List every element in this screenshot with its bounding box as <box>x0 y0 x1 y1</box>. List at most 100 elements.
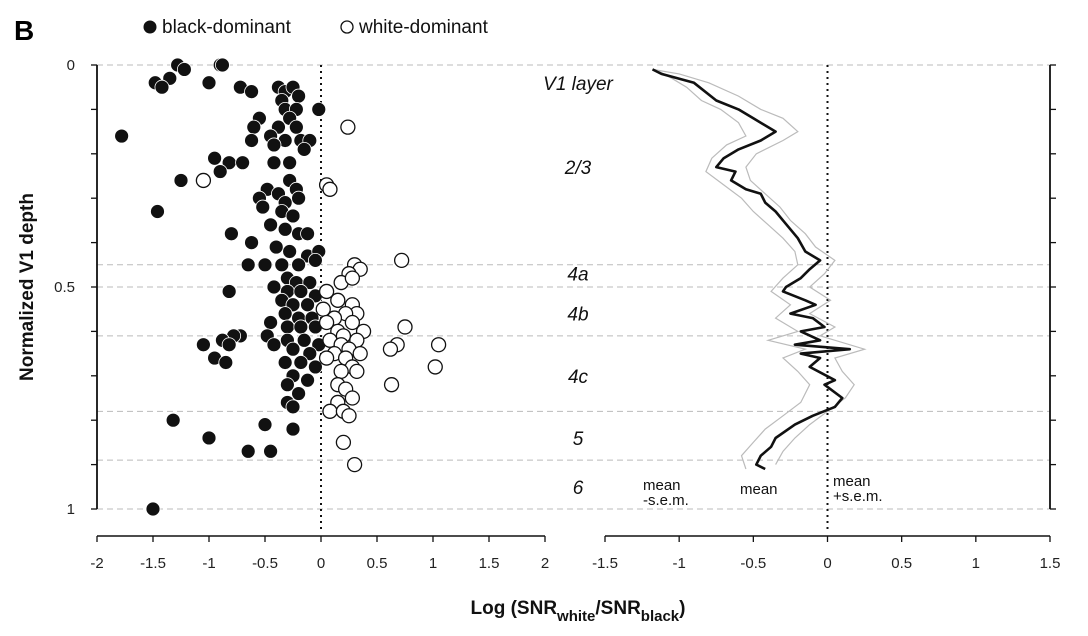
white-dominant-point <box>430 337 447 353</box>
black-dominant-point <box>291 190 307 206</box>
white-dominant-point <box>349 363 365 380</box>
x-axis-title-mid: /SNR <box>595 598 641 619</box>
x-tick-label: -0.5 <box>252 555 278 572</box>
white-dominant-point <box>344 390 361 406</box>
black-dominant-point <box>263 443 279 459</box>
panel-label: B <box>14 15 34 46</box>
x-tick-label: 0 <box>317 555 325 572</box>
black-dominant-point <box>266 279 282 295</box>
sem-lower-line <box>655 68 811 470</box>
black-dominant-point <box>195 337 211 353</box>
black-dominant-point <box>201 75 217 91</box>
black-dominant-point <box>240 443 256 459</box>
axes: 0 0.5 1 -2 -1.5 -1 -0.5 0 0.5 1 1.5 2 -1.5 -1 -0.5 0 0.5… <box>54 57 1060 572</box>
black-dominant-point <box>221 337 237 353</box>
line-annotation: mean <box>740 481 778 498</box>
legend-white-label: white-dominant <box>358 17 489 38</box>
white-dominant-point <box>393 252 410 269</box>
black-dominant-point <box>291 88 307 104</box>
white-dominant-point <box>330 292 346 308</box>
black-dominant-point <box>285 208 301 224</box>
white-dominant-point <box>333 363 349 380</box>
white-dominant-point <box>383 377 400 393</box>
white-dominant-point <box>352 345 368 362</box>
black-dominant-point <box>246 119 262 135</box>
black-dominant-point <box>307 359 323 375</box>
white-dominant-point <box>335 434 352 451</box>
y-tick-label: 0.5 <box>54 279 75 296</box>
black-dominant-point <box>215 57 230 73</box>
black-dominant-point <box>244 235 259 251</box>
black-dominant-point <box>311 102 327 117</box>
layer-label: 5 <box>573 429 584 450</box>
x-axis-title-post: ) <box>679 598 685 619</box>
white-dominant-point <box>341 408 357 424</box>
black-dominant-point <box>201 430 217 446</box>
black-dominant-point <box>302 346 318 362</box>
black-dominant-point <box>218 355 234 370</box>
black-dominant-point <box>307 252 323 268</box>
black-dominant-point <box>268 239 284 255</box>
black-dominant-point <box>221 284 237 299</box>
x-tick-label: 0.5 <box>891 555 912 572</box>
black-dominant-point <box>266 155 282 171</box>
legend-black-marker <box>143 20 157 34</box>
y-tick-label: 1 <box>67 501 75 518</box>
black-dominant-point <box>176 62 192 77</box>
black-dominant-point <box>266 337 282 353</box>
x-tick-label: 0.5 <box>367 555 388 572</box>
black-dominant-point <box>207 150 223 166</box>
black-dominant-point <box>212 164 228 179</box>
white-dominant-point <box>322 181 338 197</box>
x-axis-title-sub1: white <box>556 608 595 625</box>
black-dominant-point <box>240 257 256 273</box>
layer-label: 4b <box>567 305 588 326</box>
legend-white-marker <box>340 20 354 34</box>
line-annotation: mean <box>643 477 681 494</box>
black-dominant-point <box>114 128 130 144</box>
white-dominant-point <box>340 119 356 135</box>
line-annotation: +s.e.m. <box>833 488 883 505</box>
layer-label: V1 layer <box>543 74 613 95</box>
black-dominant-point <box>266 137 282 153</box>
layer-gridlines <box>97 64 1050 510</box>
layer-label: 4a <box>567 265 588 286</box>
black-dominant-point <box>244 84 259 100</box>
x-tick-label: -2 <box>90 555 103 572</box>
x-tick-label: -1.5 <box>140 555 166 572</box>
legend: black-dominant white-dominant <box>143 17 489 38</box>
legend-black-label: black-dominant <box>162 17 292 38</box>
black-dominant-point <box>302 275 318 290</box>
white-dominant-point <box>344 314 361 331</box>
line-annotation: -s.e.m. <box>643 492 689 509</box>
black-dominant-point <box>300 297 315 313</box>
black-dominant-point <box>293 284 309 299</box>
black-dominant-point <box>285 341 301 357</box>
black-dominant-point <box>277 355 293 370</box>
scatter-plot <box>114 57 447 517</box>
black-dominant-point <box>279 319 295 335</box>
black-dominant-point <box>255 199 271 215</box>
layer-label: 2/3 <box>564 158 592 179</box>
black-dominant-point <box>274 257 290 273</box>
sem-upper-line <box>652 68 867 465</box>
black-dominant-point <box>235 155 251 171</box>
y-axis-title: Normalized V1 depth <box>17 193 38 381</box>
x-tick-label: 1 <box>972 555 980 572</box>
black-dominant-point <box>223 226 239 242</box>
black-dominant-point <box>277 221 293 237</box>
black-dominant-point <box>291 386 307 401</box>
black-dominant-point <box>282 155 298 171</box>
white-dominant-point <box>322 403 338 419</box>
black-dominant-point <box>165 412 181 428</box>
line-annotation: mean <box>833 473 871 490</box>
white-dominant-point <box>344 270 361 286</box>
black-dominant-point <box>279 377 295 393</box>
x-tick-label: -1.5 <box>592 555 618 572</box>
black-dominant-point <box>145 501 161 517</box>
black-dominant-point <box>300 226 315 242</box>
black-dominant-point <box>263 217 279 233</box>
black-dominant-point <box>263 315 279 330</box>
x-tick-label: -1 <box>672 555 685 572</box>
